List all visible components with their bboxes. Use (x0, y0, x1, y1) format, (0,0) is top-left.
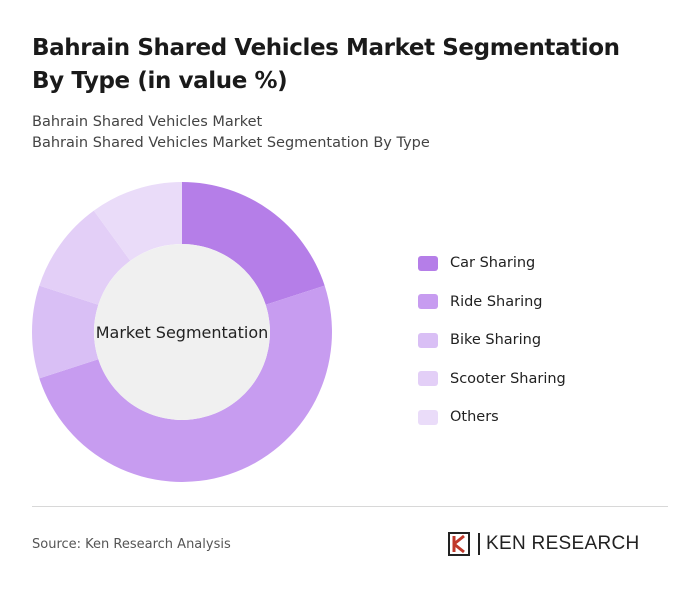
legend-swatch (418, 255, 438, 271)
legend-item: Car Sharing (418, 244, 566, 283)
legend: Car Sharing Ride Sharing Bike Sharing Scoot… (418, 244, 566, 437)
donut-chart: Market Segmentation (32, 182, 332, 482)
source: Source: Ken Research Analysis (32, 537, 231, 552)
legend-item: Ride Sharing (418, 283, 566, 322)
legend-label: Ride Sharing (450, 293, 543, 310)
legend-label: Scooter Sharing (450, 370, 566, 387)
subtitle: Bahrain Shared Vehicles Market (32, 114, 263, 130)
legend-swatch (418, 332, 438, 348)
divider (32, 506, 668, 507)
logo-icon (448, 532, 470, 556)
legend-item: Scooter Sharing (418, 360, 566, 399)
donut-segment (182, 182, 325, 305)
chart-title: Bahrain Shared Vehicles Market Segmentat… (32, 35, 620, 94)
legend-item: Others (418, 398, 566, 437)
subtitle: Bahrain Shared Vehicles Market Segmentat… (32, 135, 430, 151)
center-label: Market Segmentation (96, 323, 269, 342)
legend-swatch (418, 409, 438, 425)
donut-segment (39, 285, 332, 482)
donut-segment (32, 285, 99, 379)
legend-item: Bike Sharing (418, 321, 566, 360)
legend-label: Others (450, 409, 499, 426)
brand: KEN RESEARCH (486, 533, 640, 554)
legend-swatch (418, 294, 438, 310)
donut-segment (39, 210, 131, 305)
donut-hole (94, 244, 270, 420)
donut-segment (93, 182, 182, 261)
legend-label: Bike Sharing (450, 332, 542, 349)
legend-label: Car Sharing (450, 255, 536, 272)
legend-swatch (418, 371, 438, 387)
logo: KEN RESEARCH (448, 532, 640, 556)
